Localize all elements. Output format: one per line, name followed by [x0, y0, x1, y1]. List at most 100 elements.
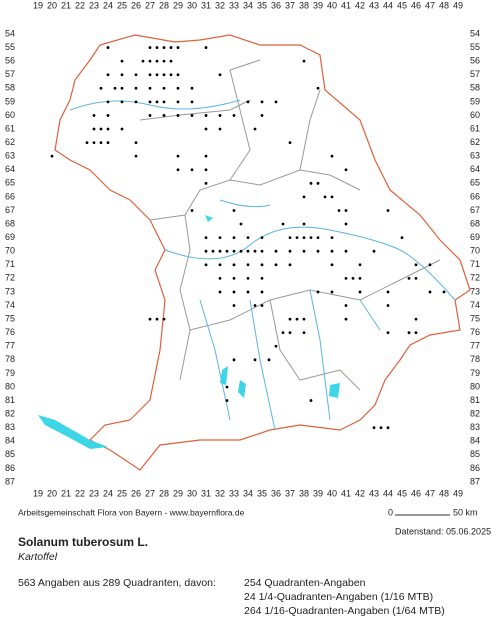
occurrence-dot	[274, 249, 278, 253]
occurrence-dot	[316, 86, 320, 90]
row-label: 57	[5, 69, 15, 79]
row-label: 65	[5, 178, 15, 188]
occurrence-dot	[281, 331, 285, 335]
occurrence-dot	[428, 263, 432, 267]
occurrence-dot	[92, 127, 96, 131]
occurrence-dot	[407, 276, 411, 280]
occurrence-dot	[113, 86, 117, 90]
row-label: 65	[470, 178, 480, 188]
column-label: 35	[257, 0, 267, 10]
occurrence-dot	[148, 317, 152, 321]
row-label: 87	[470, 476, 480, 486]
column-label: 29	[173, 0, 183, 10]
occurrence-dot	[155, 46, 159, 49]
occurrence-dot	[106, 100, 110, 104]
occurrence-dot	[204, 154, 208, 158]
column-label: 33	[229, 0, 239, 10]
occurrence-dot	[295, 317, 299, 321]
occurrence-dot	[407, 331, 411, 335]
row-label: 84	[5, 436, 15, 446]
row-label: 73	[5, 286, 15, 296]
occurrence-dot	[260, 236, 264, 240]
occurrence-dot	[330, 236, 334, 240]
row-label: 83	[470, 422, 480, 432]
row-label: 80	[5, 381, 15, 391]
column-label: 37	[285, 488, 295, 498]
occurrence-dot	[106, 114, 110, 117]
occurrence-dot	[218, 127, 222, 131]
occurrence-dot	[246, 263, 250, 267]
occurrence-dot	[386, 209, 390, 212]
row-label: 66	[470, 191, 480, 201]
column-label: 23	[89, 488, 99, 498]
occurrence-dot	[204, 114, 208, 117]
column-label: 45	[397, 488, 407, 498]
row-label: 87	[5, 476, 15, 486]
column-label: 44	[383, 0, 393, 10]
column-label: 24	[103, 0, 113, 10]
row-label: 84	[470, 436, 480, 446]
column-label: 38	[299, 488, 309, 498]
column-label: 25	[117, 488, 127, 498]
occurrence-dot	[260, 249, 264, 253]
row-label: 68	[5, 218, 15, 228]
occurrence-dot	[218, 249, 222, 253]
row-label: 85	[470, 449, 480, 459]
row-label: 58	[5, 83, 15, 93]
occurrence-dot	[379, 426, 383, 430]
occurrence-dot	[204, 263, 208, 267]
occurrence-dot	[246, 236, 250, 240]
column-label: 23	[89, 0, 99, 10]
occurrence-dot	[386, 304, 390, 307]
column-label: 41	[341, 0, 351, 10]
row-label: 83	[5, 422, 15, 432]
occurrence-dot	[309, 236, 313, 240]
row-label: 78	[470, 354, 480, 364]
occurrence-dot	[344, 317, 348, 321]
column-label: 49	[453, 0, 463, 10]
column-label: 22	[75, 0, 85, 10]
occurrence-dot	[106, 46, 110, 49]
occurrence-dot	[232, 290, 236, 294]
column-label: 37	[285, 0, 295, 10]
row-label: 86	[5, 463, 15, 473]
occurrence-dot	[302, 249, 306, 253]
occurrence-dot	[176, 73, 180, 77]
occurrence-dot	[134, 73, 138, 77]
column-label: 28	[159, 488, 169, 498]
occurrence-dot	[134, 154, 138, 158]
occurrence-dot	[239, 249, 243, 253]
occurrence-dot	[260, 114, 264, 117]
column-label: 31	[201, 488, 211, 498]
column-label: 26	[131, 0, 141, 10]
column-label: 27	[145, 488, 155, 498]
row-label: 82	[470, 408, 480, 418]
occurrence-dot	[309, 181, 313, 185]
occurrence-dot	[99, 141, 103, 145]
district-borders	[139, 59, 441, 391]
row-label: 54	[5, 28, 15, 38]
occurrence-dot	[351, 276, 355, 280]
occurrence-dot	[288, 331, 292, 335]
column-label: 43	[369, 488, 379, 498]
column-label: 19	[33, 488, 43, 498]
occurrence-dot	[232, 114, 236, 117]
row-label: 62	[470, 137, 480, 147]
column-label: 33	[229, 488, 239, 498]
occurrence-dot	[155, 59, 159, 63]
common-name: Kartoffel	[18, 551, 58, 563]
occurrence-dot	[176, 46, 180, 49]
row-label: 66	[5, 191, 15, 201]
occurrence-dot	[330, 249, 334, 253]
occurrence-dot	[190, 86, 194, 90]
row-label: 70	[5, 246, 15, 256]
occurrence-dot	[442, 290, 446, 294]
column-label: 30	[187, 488, 197, 498]
occurrence-dot	[106, 127, 110, 131]
occurrence-dot	[204, 168, 208, 172]
row-label: 60	[5, 110, 15, 120]
occurrence-dot	[274, 344, 278, 348]
occurrence-dot	[302, 59, 306, 63]
occurrence-dot	[232, 209, 236, 212]
